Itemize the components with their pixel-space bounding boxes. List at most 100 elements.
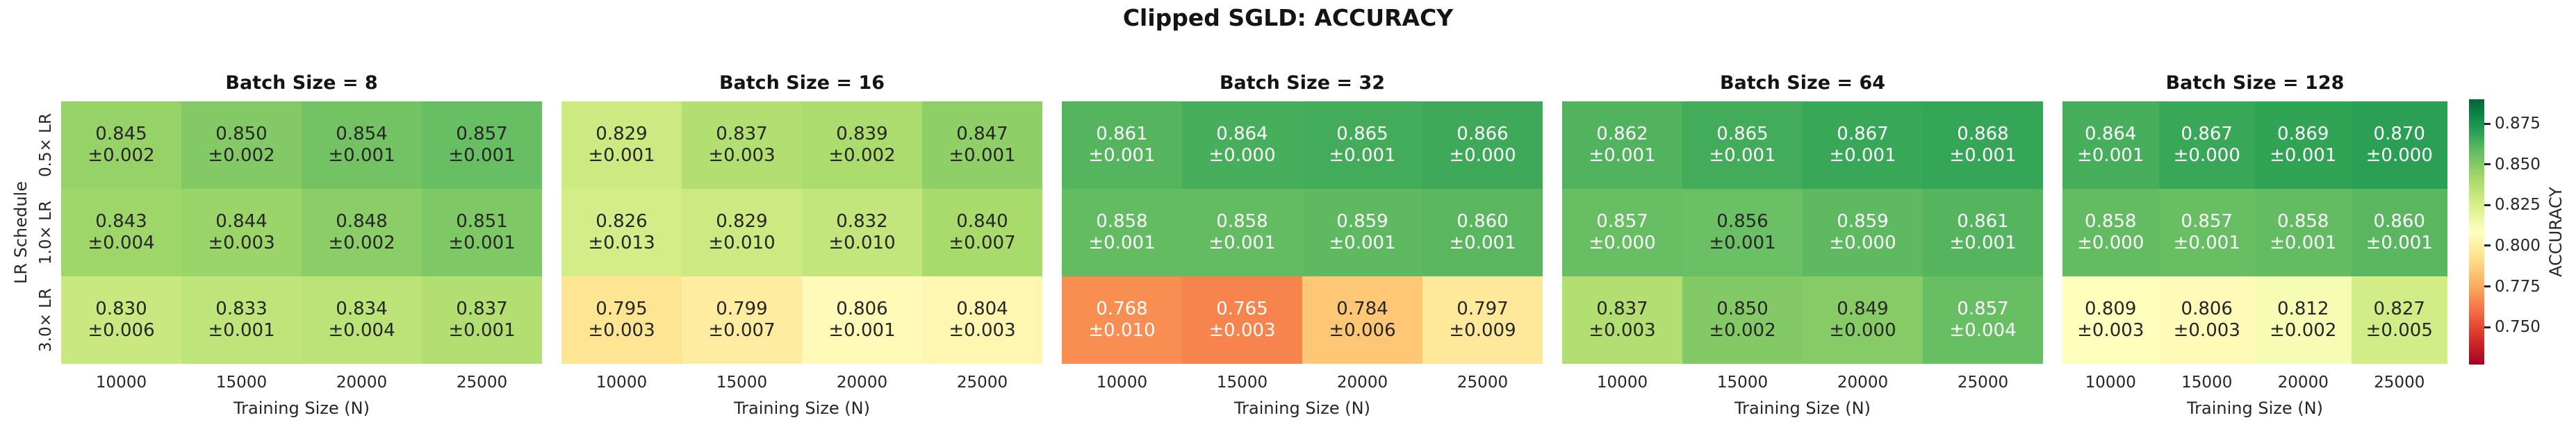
- cell-error: ±0.001: [1449, 233, 1516, 253]
- x-tick-label: 10000: [95, 374, 147, 392]
- cell-error: ±0.003: [1589, 320, 1656, 341]
- colorbar-tick: [2484, 244, 2491, 247]
- cell-error: ±0.001: [588, 145, 655, 166]
- x-tick-label: 10000: [1596, 374, 1648, 392]
- heatmap-cell: 0.833 ±0.001: [181, 276, 302, 364]
- cell-error: ±0.001: [448, 145, 516, 166]
- heatmap-cell: 0.858 ±0.001: [1062, 189, 1182, 276]
- cell-error: ±0.000: [2173, 145, 2240, 166]
- colorbar-tick-label: 0.875: [2495, 115, 2541, 133]
- heatmap-cell: 0.864 ±0.001: [2062, 101, 2159, 189]
- colorbar-tick: [2484, 203, 2491, 206]
- heatmap-cell: 0.844 ±0.003: [181, 189, 302, 276]
- cell-error: ±0.001: [2173, 233, 2240, 253]
- cell-value: 0.865: [1336, 124, 1388, 144]
- x-tick-label: 15000: [2181, 374, 2233, 392]
- cell-error: ±0.001: [208, 320, 275, 341]
- heatmap-cell: 0.857 ±0.001: [2158, 189, 2255, 276]
- heatmap-cell: 0.870 ±0.000: [2351, 101, 2447, 189]
- heatmap-cell: 0.845 ±0.002: [61, 101, 181, 189]
- panel-title: Batch Size = 128: [2165, 72, 2345, 94]
- cell-error: ±0.006: [88, 320, 155, 341]
- heatmap-cell: 0.804 ±0.003: [922, 276, 1042, 364]
- colorbar-tick: [2484, 326, 2491, 328]
- cell-value: 0.812: [2277, 299, 2329, 319]
- heatmap-cell: 0.869 ±0.001: [2255, 101, 2352, 189]
- cell-value: 0.856: [1716, 211, 1769, 232]
- cell-value: 0.869: [2277, 124, 2329, 144]
- x-tick-label: 10000: [596, 374, 648, 392]
- cell-value: 0.784: [1336, 299, 1388, 319]
- x-tick-label: 15000: [1716, 374, 1769, 392]
- heatmap-cell: 0.837 ±0.003: [682, 101, 802, 189]
- cell-error: ±0.000: [1829, 233, 1896, 253]
- heatmap-cell: 0.784 ±0.006: [1302, 276, 1422, 364]
- cell-error: ±0.000: [2365, 145, 2433, 166]
- cell-error: ±0.003: [708, 145, 776, 166]
- cell-error: ±0.001: [1949, 145, 2017, 166]
- cell-value: 0.857: [1957, 299, 2009, 319]
- cell-error: ±0.005: [2365, 320, 2433, 341]
- cell-error: ±0.001: [1709, 145, 1776, 166]
- cell-value: 0.864: [2085, 124, 2137, 144]
- cell-value: 0.833: [215, 299, 268, 319]
- cell-value: 0.799: [716, 299, 768, 319]
- cell-value: 0.861: [1957, 211, 2009, 232]
- heatmap-cell: 0.848 ±0.002: [302, 189, 422, 276]
- x-axis-label: Training Size (N): [233, 399, 370, 418]
- heatmap-cell: 0.859 ±0.001: [1302, 189, 1422, 276]
- cell-error: ±0.001: [1589, 145, 1656, 166]
- cell-error: ±0.002: [1709, 320, 1776, 341]
- x-tick-label: 20000: [1837, 374, 1889, 392]
- heatmap-cell: 0.851 ±0.001: [422, 189, 542, 276]
- x-tick-label: 15000: [215, 374, 268, 392]
- heatmap-cell: 0.795 ±0.003: [561, 276, 682, 364]
- heatmap-cell: 0.860 ±0.001: [2351, 189, 2447, 276]
- cell-error: ±0.001: [1088, 145, 1156, 166]
- cell-value: 0.830: [95, 299, 147, 319]
- cell-value: 0.865: [1716, 124, 1769, 144]
- cell-error: ±0.002: [88, 145, 155, 166]
- cell-value: 0.806: [2181, 299, 2233, 319]
- cell-value: 0.840: [956, 211, 1008, 232]
- heatmap-cell: 0.847 ±0.001: [922, 101, 1042, 189]
- cell-error: ±0.002: [2270, 320, 2337, 341]
- cell-value: 0.850: [1716, 299, 1769, 319]
- cell-error: ±0.001: [448, 233, 516, 253]
- cell-value: 0.858: [2085, 211, 2137, 232]
- x-tick-label: 25000: [956, 374, 1008, 392]
- colorbar-tick-label: 0.775: [2495, 277, 2541, 296]
- cell-error: ±0.003: [208, 233, 275, 253]
- cell-value: 0.826: [596, 211, 648, 232]
- y-tick-label: 3.0× LR: [37, 288, 55, 352]
- x-tick-label: 15000: [1216, 374, 1268, 392]
- colorbar-label: ACCURACY: [2546, 187, 2566, 277]
- heatmap-cell: 0.858 ±0.001: [2255, 189, 2352, 276]
- cell-value: 0.837: [456, 299, 508, 319]
- cell-error: ±0.000: [1829, 320, 1896, 341]
- heatmap-cell: 0.809 ±0.003: [2062, 276, 2159, 364]
- heatmap-cell: 0.839 ±0.002: [802, 101, 922, 189]
- cell-value: 0.797: [1457, 299, 1509, 319]
- cell-value: 0.847: [956, 124, 1008, 144]
- y-tick-label: 0.5× LR: [37, 113, 55, 177]
- heatmap-cell: 0.859 ±0.000: [1803, 189, 1923, 276]
- cell-error: ±0.003: [588, 320, 655, 341]
- heatmap-cell: 0.862 ±0.001: [1562, 101, 1682, 189]
- cell-value: 0.851: [456, 211, 508, 232]
- cell-value: 0.858: [1096, 211, 1148, 232]
- cell-error: ±0.006: [1329, 320, 1396, 341]
- colorbar-tick: [2484, 285, 2491, 287]
- colorbar-tick: [2484, 163, 2491, 166]
- cell-error: ±0.004: [88, 233, 155, 253]
- cell-error: ±0.010: [708, 233, 776, 253]
- cell-value: 0.870: [2373, 124, 2425, 144]
- cell-value: 0.867: [2181, 124, 2233, 144]
- cell-error: ±0.010: [1088, 320, 1156, 341]
- cell-value: 0.850: [215, 124, 268, 144]
- cell-error: ±0.001: [1329, 145, 1396, 166]
- cell-value: 0.809: [2085, 299, 2137, 319]
- heatmap-cell: 0.837 ±0.001: [422, 276, 542, 364]
- x-axis-label: Training Size (N): [1234, 399, 1370, 418]
